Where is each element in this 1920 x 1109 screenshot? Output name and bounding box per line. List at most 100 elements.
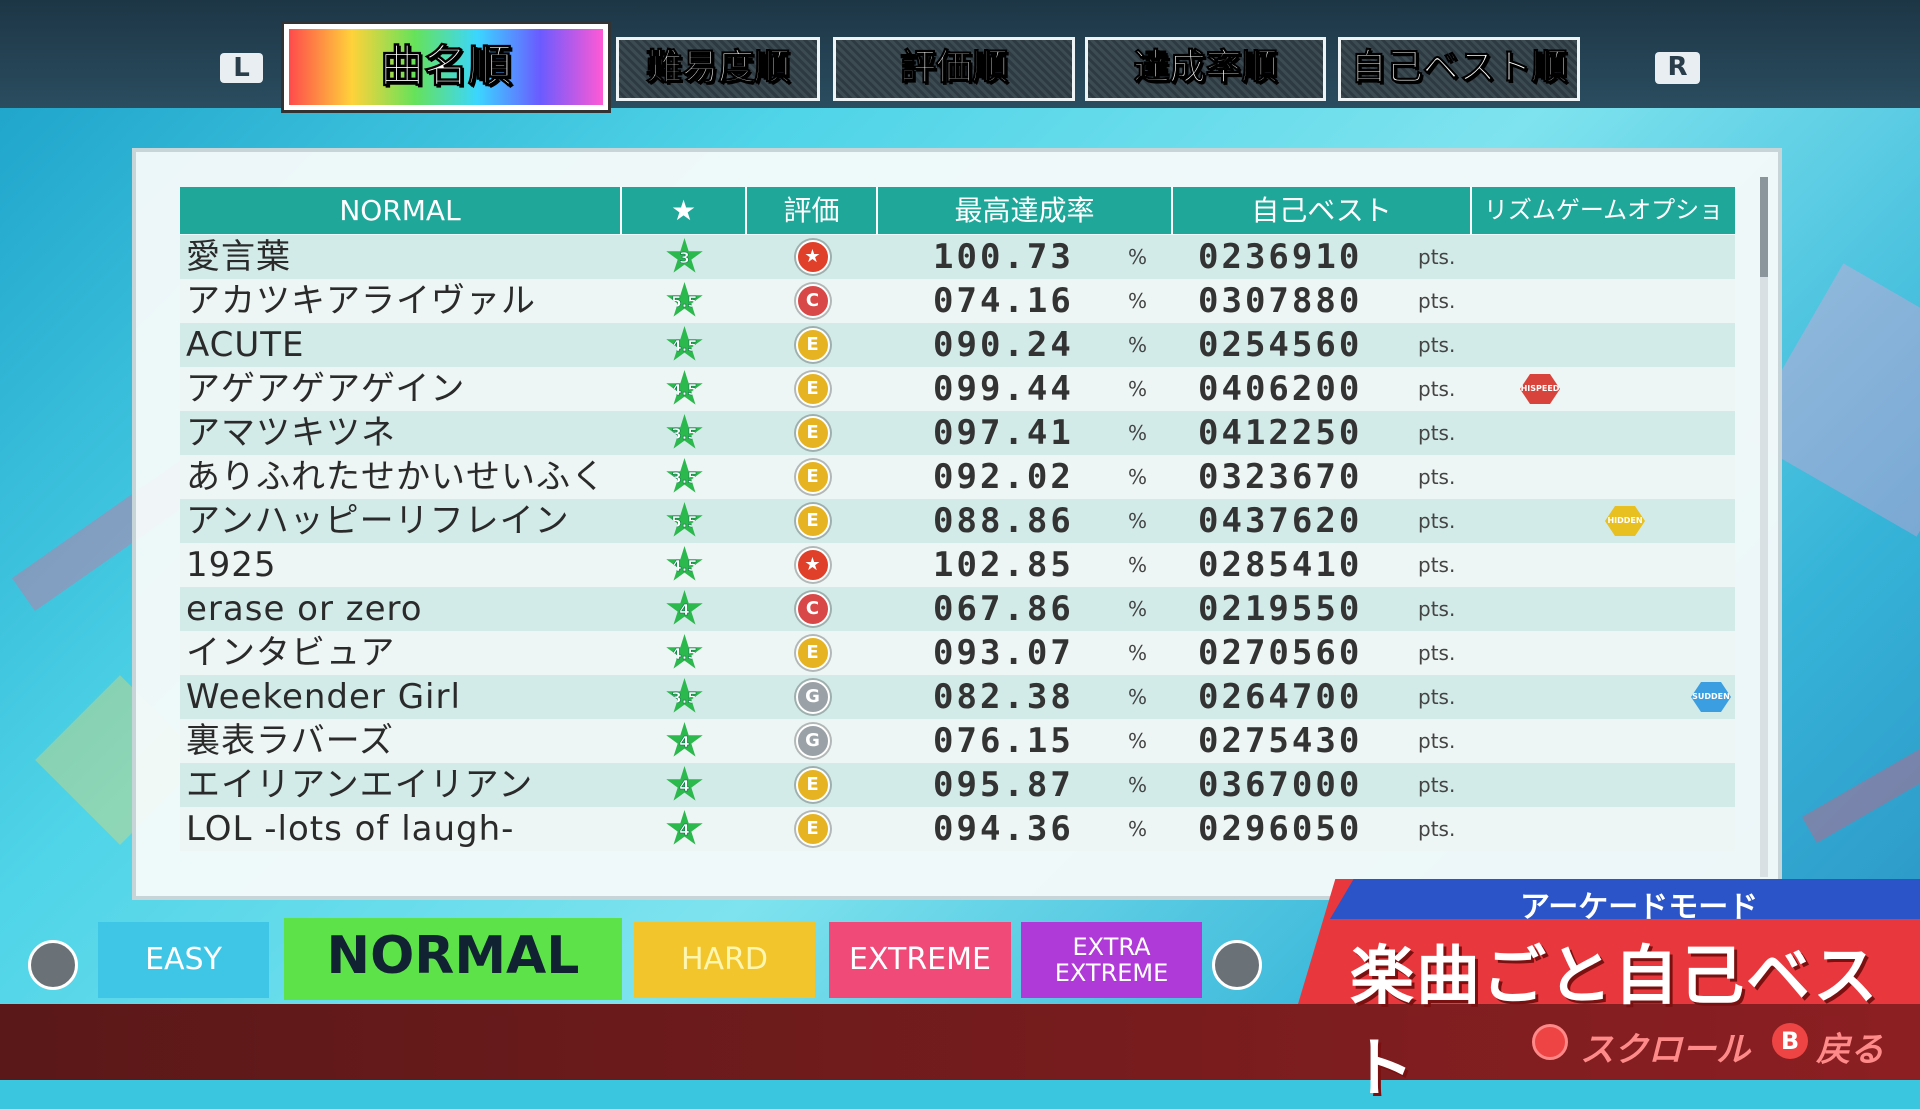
screen-title: 楽曲ごと自己ベスト — [1350, 940, 1880, 1106]
level-badge: 4.5 — [666, 634, 703, 669]
rate-unit: % — [1128, 245, 1148, 269]
sort-tab[interactable]: 自己ベスト順 — [1338, 37, 1580, 101]
score-row[interactable]: アゲアゲアゲイン 4.5 E 099.44% 0406200 pts. HISPEED — [180, 367, 1735, 411]
score-row[interactable]: 1925 4.5 ★ 102.85% 0285410 pts. — [180, 543, 1735, 587]
scrollbar-track — [1760, 177, 1768, 877]
achievement-rate: 102.85 — [933, 545, 1074, 585]
score-row[interactable]: 裏表ラバーズ 4 G 076.15% 0275430 pts. — [180, 719, 1735, 763]
score-row[interactable]: LOL -lots of laugh- 4 E 094.36% 0296050 pts. — [180, 807, 1735, 851]
rate-unit: % — [1128, 685, 1148, 709]
score-unit: pts. — [1418, 597, 1456, 621]
achievement-rate: 067.86 — [933, 589, 1074, 629]
song-title: erase or zero — [186, 589, 423, 629]
rate-unit: % — [1128, 377, 1148, 401]
best-score: 0285410 — [1198, 545, 1363, 585]
song-title: インタビュア — [186, 633, 396, 673]
achievement-rate: 094.36 — [933, 809, 1074, 849]
score-row[interactable]: インタビュア 4.5 E 093.07% 0270560 pts. — [180, 631, 1735, 675]
sort-tab[interactable]: 評価順 — [833, 37, 1075, 101]
dpad-left-icon — [28, 940, 78, 990]
rating-medal: E — [795, 328, 830, 362]
difficulty-tab[interactable]: HARD — [634, 922, 815, 998]
song-title: 1925 — [186, 545, 277, 585]
option-icon: HIDDEN — [1605, 506, 1645, 536]
best-score: 0296050 — [1198, 809, 1363, 849]
rating-medal: ★ — [795, 548, 830, 582]
rate-unit: % — [1128, 729, 1148, 753]
column-header: 自己ベスト — [1173, 187, 1472, 234]
difficulty-tab[interactable]: EASY — [98, 922, 269, 998]
rating-medal: E — [795, 768, 830, 802]
mode-label: アーケードモード — [1520, 890, 1759, 925]
level-badge: 4.5 — [666, 326, 703, 361]
achievement-rate: 076.15 — [933, 721, 1074, 761]
best-score: 0254560 — [1198, 325, 1363, 365]
song-title: アカツキアライヴァル — [186, 281, 536, 321]
score-row[interactable]: アカツキアライヴァル 5.5 C 074.16% 0307880 pts. — [180, 279, 1735, 323]
song-title: 裏表ラバーズ — [186, 721, 394, 761]
scrollbar-thumb[interactable] — [1760, 177, 1768, 277]
rate-unit: % — [1128, 289, 1148, 313]
difficulty-tab[interactable]: EXTRA EXTREME — [1021, 922, 1202, 998]
l-button[interactable]: L — [220, 53, 263, 83]
score-unit: pts. — [1418, 465, 1456, 489]
best-score: 0264700 — [1198, 677, 1363, 717]
score-unit: pts. — [1418, 773, 1456, 797]
song-title: Weekender Girl — [186, 677, 461, 717]
level-badge: 4 — [666, 590, 703, 625]
scroll-icon — [1532, 1024, 1568, 1060]
level-badge: 4 — [666, 810, 703, 845]
song-title: アンハッピーリフレイン — [186, 501, 570, 541]
score-row[interactable]: アマツキツネ 3.5 E 097.41% 0412250 pts. — [180, 411, 1735, 455]
score-row[interactable]: ありふれたせかいせいふく 3.5 E 092.02% 0323670 pts. — [180, 455, 1735, 499]
rating-medal: G — [795, 724, 830, 758]
score-row[interactable]: erase or zero 4 C 067.86% 0219550 pts. — [180, 587, 1735, 631]
rating-medal: E — [795, 504, 830, 538]
rate-unit: % — [1128, 773, 1148, 797]
score-unit: pts. — [1418, 245, 1456, 269]
dpad-right-icon — [1212, 940, 1262, 990]
option-icon: HISPEED — [1520, 374, 1560, 404]
score-row[interactable]: Weekender Girl 3.5 G 082.38% 0264700 pts. SUDD… — [180, 675, 1735, 719]
rating-medal: E — [795, 636, 830, 670]
best-score: 0219550 — [1198, 589, 1363, 629]
rate-unit: % — [1128, 641, 1148, 665]
level-badge: 4.5 — [666, 370, 703, 405]
scroll-hint: スクロール — [1580, 1030, 1750, 1070]
score-unit: pts. — [1418, 685, 1456, 709]
rating-medal: E — [795, 416, 830, 450]
r-button[interactable]: R — [1655, 52, 1700, 84]
column-header: 最高達成率 — [878, 187, 1173, 234]
rating-medal: E — [795, 372, 830, 406]
rating-medal: E — [795, 812, 830, 846]
level-badge: 5.5 — [666, 502, 703, 537]
level-badge: 4 — [666, 722, 703, 757]
score-row[interactable]: ACUTE 4.5 E 090.24% 0254560 pts. — [180, 323, 1735, 367]
best-score: 0307880 — [1198, 281, 1363, 321]
score-row[interactable]: 愛言葉 3 ★ 100.73% 0236910 pts. — [180, 235, 1735, 279]
best-score: 0275430 — [1198, 721, 1363, 761]
achievement-rate: 095.87 — [933, 765, 1074, 805]
sort-tab[interactable]: 達成率順 — [1085, 37, 1326, 101]
sort-tab[interactable]: 難易度順 — [616, 37, 820, 101]
score-unit: pts. — [1418, 553, 1456, 577]
achievement-rate: 082.38 — [933, 677, 1074, 717]
song-title: 愛言葉 — [186, 237, 291, 277]
score-unit: pts. — [1418, 377, 1456, 401]
level-badge: 3.5 — [666, 458, 703, 493]
achievement-rate: 093.07 — [933, 633, 1074, 673]
song-title: ありふれたせかいせいふく — [186, 457, 606, 497]
difficulty-tab[interactable]: EXTREME — [829, 922, 1011, 998]
difficulty-tab[interactable]: NORMAL — [284, 918, 622, 1000]
best-score: 0412250 — [1198, 413, 1363, 453]
score-row[interactable]: アンハッピーリフレイン 5.5 E 088.86% 0437620 pts. HIDDEN — [180, 499, 1735, 543]
achievement-rate: 092.02 — [933, 457, 1074, 497]
column-header: 評価 — [747, 187, 878, 234]
rate-unit: % — [1128, 553, 1148, 577]
score-row[interactable]: エイリアンエイリアン 4 E 095.87% 0367000 pts. — [180, 763, 1735, 807]
score-unit: pts. — [1418, 641, 1456, 665]
score-unit: pts. — [1418, 289, 1456, 313]
b-button[interactable]: B — [1772, 1023, 1808, 1059]
sort-tab[interactable]: 曲名順 — [284, 24, 608, 110]
